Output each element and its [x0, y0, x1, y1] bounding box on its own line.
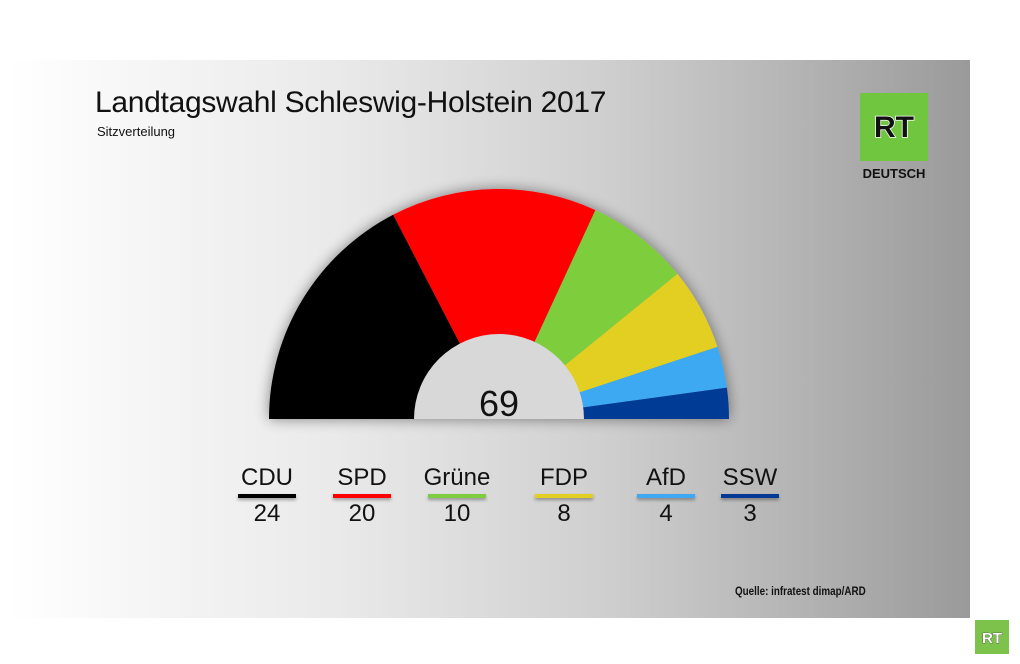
legend-label: FDP [540, 464, 588, 491]
svg-text:RT: RT [874, 111, 914, 144]
legend-value: 3 [743, 500, 757, 527]
legend-label: CDU [241, 464, 293, 491]
rt-corner-logo: RT [975, 620, 1009, 654]
legend-item-cdu: CDU 24 [217, 464, 317, 530]
total-seats-label: 69 [478, 383, 520, 424]
legend-label: SPD [337, 464, 387, 491]
legend-color-bar [238, 494, 296, 498]
legend-value: 4 [659, 500, 673, 527]
chart-subtitle: Sitzverteilung [97, 124, 176, 139]
legend-item-ssw: SSW 3 [700, 464, 800, 530]
legend-label: Grüne [423, 464, 491, 491]
legend-color-bar [535, 494, 593, 498]
legend-item-afd: AfD 4 [616, 464, 716, 530]
legend-color-bar [428, 494, 486, 498]
rt-logo-icon: RT [873, 110, 915, 145]
chart-title: Landtagswahl Schleswig-Holstein 2017 [95, 86, 607, 119]
rt-logo: RT [860, 93, 928, 161]
legend-item-spd: SPD 20 [312, 464, 412, 530]
legend-value: 10 [443, 500, 471, 527]
legend-item-fdp: FDP 8 [514, 464, 614, 530]
legend-color-bar [333, 494, 391, 498]
legend-label: AfD [645, 464, 686, 491]
svg-text:RT: RT [982, 630, 1002, 647]
legend-color-bar [721, 494, 779, 498]
source-note: Quelle: infratest dimap/ARD [735, 584, 866, 598]
rt-corner-logo-icon: RT [982, 630, 1003, 648]
legend-value: 8 [557, 500, 571, 527]
legend-item-gr-ne: Grüne 10 [407, 464, 507, 530]
rt-logo-subtitle: DEUTSCH [862, 166, 926, 181]
center-hole [414, 334, 584, 419]
legend-value: 20 [348, 500, 376, 527]
legend-color-bar [637, 494, 695, 498]
legend-value: 24 [253, 500, 281, 527]
slice-spd [393, 188, 596, 419]
legend-label: SSW [722, 464, 778, 491]
